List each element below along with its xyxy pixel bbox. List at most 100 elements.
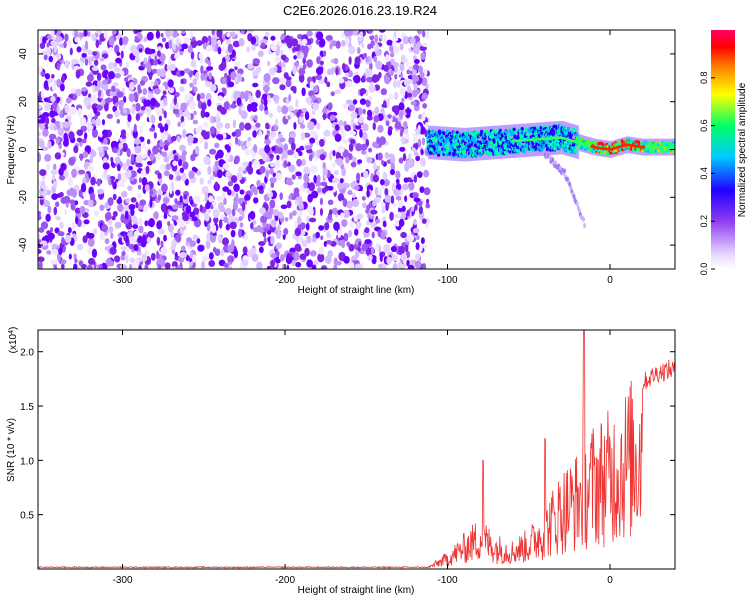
spectrogram-noise-cell — [308, 154, 313, 162]
spectrogram-noise-cell — [96, 188, 104, 195]
spectrogram-noise-cell — [142, 88, 148, 95]
spectrogram-noise-cell — [348, 229, 353, 238]
spectrogram-band-cell — [532, 126, 537, 131]
spectrogram-noise-cell — [165, 30, 171, 37]
spectrogram-noise-cell — [345, 37, 350, 46]
spectrogram-noise-cell — [319, 153, 326, 161]
spectrogram-noise-cell — [326, 68, 333, 76]
spectrogram-noise-cell — [237, 139, 241, 147]
spectrogram-noise-cell — [150, 114, 156, 124]
spectrogram-noise-cell — [269, 112, 274, 119]
spectrogram-noise-cell — [421, 137, 426, 146]
spectrogram-noise-cell — [208, 260, 216, 267]
spectrogram-noise-cell — [136, 251, 142, 256]
spectrogram-noise-cell — [334, 133, 342, 142]
spectrogram-noise-cell — [251, 106, 258, 112]
spectrogram-branch-cell — [569, 185, 573, 191]
spectrogram-noise-cell — [160, 246, 168, 255]
spectrogram-noise-cell — [183, 193, 188, 200]
spectrogram-branch-cell — [554, 160, 558, 166]
spectrogram-band-cell — [566, 149, 571, 154]
spectrogram-noise-cell — [51, 74, 55, 79]
spectrogram-noise-cell — [87, 246, 92, 255]
spectrogram-noise-cell — [246, 103, 253, 113]
spectrogram-noise-cell — [376, 165, 381, 171]
spectrogram-band-cell — [494, 145, 498, 150]
spectrogram-noise-cell — [272, 172, 276, 178]
spectrogram-noise-cell — [424, 30, 430, 40]
spectrogram-noise-cell — [168, 39, 173, 50]
spectrogram-noise-cell — [218, 234, 223, 244]
spectrogram-noise-cell — [74, 30, 79, 39]
spectrogram-noise-cell — [208, 195, 214, 203]
spectrogram-noise-cell — [370, 246, 375, 256]
spectrogram-noise-cell — [358, 37, 363, 42]
spectrogram-noise-cell — [134, 138, 141, 145]
spectrogram-noise-cell — [412, 64, 420, 70]
spectrogram-noise-cell — [287, 105, 295, 113]
spectrogram-noise-cell — [381, 159, 385, 166]
spectrogram-noise-cell — [50, 259, 58, 265]
spectrogram-noise-cell — [176, 135, 181, 143]
spectrogram-noise-cell — [189, 240, 197, 247]
spectrogram-noise-cell — [326, 185, 334, 191]
spectrogram-noise-cell — [58, 192, 64, 198]
spectrogram-noise-cell — [170, 63, 176, 71]
snr-panel: -300 -200 -100 0 0.51.01.52.0 Height of str… — [6, 327, 676, 596]
spectrogram-noise-cell — [316, 174, 321, 183]
spectrogram-band-cell — [545, 147, 550, 152]
spectrogram-noise-cell — [211, 224, 217, 234]
spectrogram-noise-cell — [45, 163, 51, 171]
spectrogram-noise-cell — [199, 136, 204, 144]
colorbar: 0.00.20.40.60.8 Normalized spectral ampl… — [699, 30, 748, 275]
spectrogram-noise-cell — [275, 230, 282, 240]
spectrogram-noise-cell — [368, 84, 376, 93]
spectrogram-band-cell — [620, 139, 624, 144]
spectrogram-noise-cell — [91, 128, 99, 138]
spectrogram-noise-cell — [306, 259, 313, 268]
snr-series-line — [38, 330, 675, 569]
spectrogram-noise-cell — [320, 266, 327, 269]
spectrogram-noise-cell — [293, 122, 297, 130]
spectrogram-noise-cell — [159, 126, 165, 133]
spectrogram-noise-cell — [258, 241, 266, 246]
spectrogram-band-cell — [575, 132, 579, 137]
spectrogram-band-cell — [566, 126, 571, 131]
spectrogram-noise-cell — [39, 139, 45, 149]
spectrogram-noise-cell — [59, 83, 65, 92]
spectrogram-noise-cell — [132, 129, 138, 139]
spectrogram-band-cell — [593, 141, 597, 145]
spectrogram-noise-cell — [47, 34, 52, 40]
spectrogram-noise-cell — [192, 234, 199, 240]
spectrogram-noise-cell — [177, 121, 181, 127]
spectrogram-noise-cell — [98, 264, 103, 269]
spectrogram-noise-cell — [209, 233, 217, 243]
spectrogram-noise-cell — [180, 102, 188, 111]
spectrogram-band-cell — [483, 136, 487, 141]
spectrogram-noise-cell — [413, 174, 418, 183]
colorbar-label: Normalized spectral amplitude — [737, 82, 748, 217]
spectrogram-branch-cell — [572, 194, 576, 200]
spectrogram-noise-cell — [401, 205, 406, 213]
spectrogram-noise-cell — [204, 192, 209, 202]
spectrogram-noise-cell — [419, 45, 427, 52]
spectrogram-noise-cell — [157, 45, 162, 52]
spectrogram-noise-cell — [91, 248, 98, 258]
spectrogram-x-ticks: -300 -200 -100 0 — [112, 30, 613, 286]
spectrogram-noise-cell — [244, 149, 252, 156]
spectrogram-noise-cell — [44, 103, 52, 111]
spectrogram-noise-cell — [217, 46, 222, 55]
spectrogram-noise-cell — [382, 220, 387, 228]
spectrogram-band-cell — [513, 135, 517, 140]
spectrogram-noise-cell — [88, 124, 94, 131]
spectrogram-noise-cell — [161, 37, 167, 43]
spectrogram-noise-cell — [171, 215, 179, 221]
spectrogram-noise-cell — [107, 71, 116, 80]
spectrogram-noise-cell — [195, 126, 203, 134]
spectrogram-noise-cell — [46, 49, 52, 55]
spectrogram-noise-cell — [286, 264, 290, 269]
snr-y-tick-label: 0.5 — [20, 511, 34, 522]
spectrogram-noise-cell — [260, 215, 268, 224]
